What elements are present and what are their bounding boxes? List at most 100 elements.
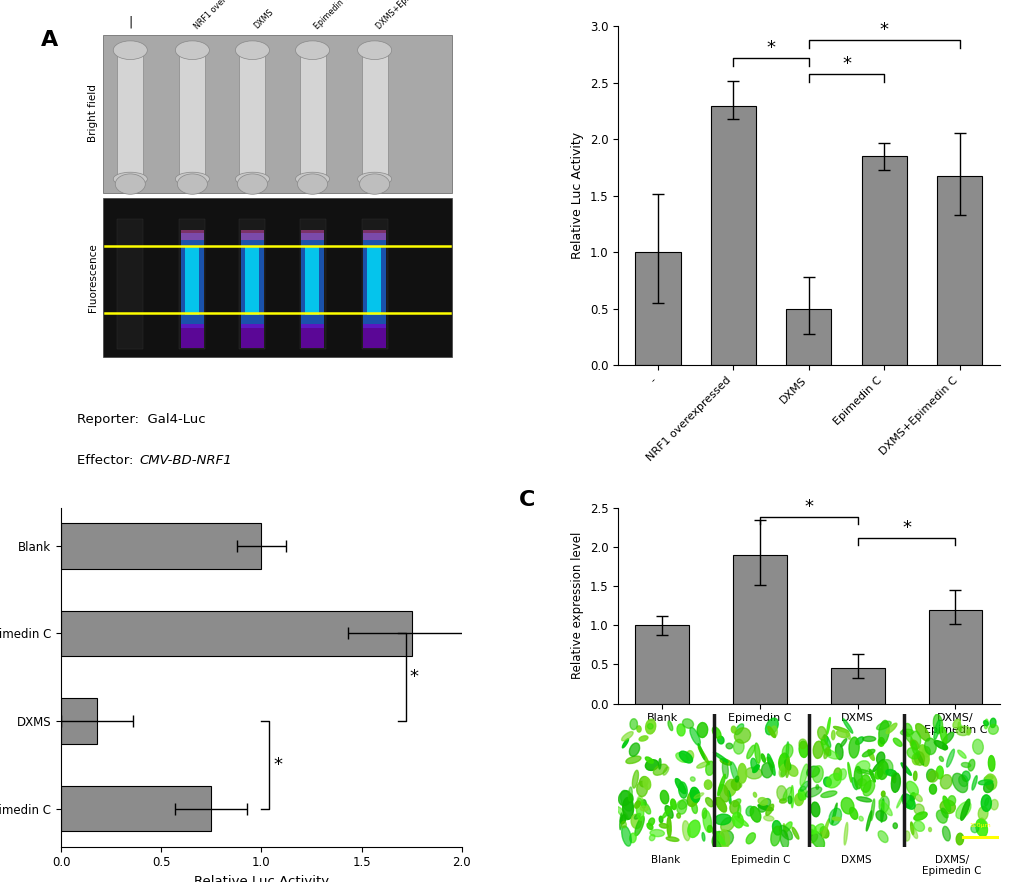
Ellipse shape	[697, 744, 704, 759]
Ellipse shape	[961, 763, 970, 767]
Bar	[239, 50, 265, 181]
Ellipse shape	[780, 830, 788, 848]
Ellipse shape	[938, 757, 943, 761]
Ellipse shape	[682, 820, 690, 841]
Ellipse shape	[659, 790, 668, 804]
Ellipse shape	[705, 761, 713, 775]
Ellipse shape	[730, 801, 739, 814]
Ellipse shape	[915, 723, 928, 741]
Ellipse shape	[867, 750, 873, 760]
Ellipse shape	[719, 759, 731, 765]
Ellipse shape	[636, 798, 643, 820]
Bar	[301, 230, 324, 240]
Ellipse shape	[636, 781, 647, 796]
Ellipse shape	[916, 752, 922, 765]
Bar	[179, 50, 205, 181]
Ellipse shape	[874, 769, 881, 779]
Ellipse shape	[957, 722, 960, 731]
Ellipse shape	[658, 759, 660, 769]
Ellipse shape	[639, 736, 647, 741]
Ellipse shape	[927, 771, 937, 782]
Ellipse shape	[813, 824, 823, 833]
Ellipse shape	[719, 830, 729, 848]
Ellipse shape	[906, 781, 917, 796]
Bar	[61, 699, 97, 744]
Ellipse shape	[909, 740, 918, 750]
Ellipse shape	[678, 782, 687, 798]
Ellipse shape	[854, 766, 861, 789]
Ellipse shape	[771, 820, 781, 835]
Ellipse shape	[649, 834, 654, 841]
Ellipse shape	[982, 781, 993, 793]
Ellipse shape	[687, 790, 698, 806]
Ellipse shape	[645, 759, 658, 771]
Ellipse shape	[298, 174, 327, 194]
Ellipse shape	[841, 797, 853, 814]
Bar	[184, 247, 199, 315]
Ellipse shape	[943, 796, 950, 811]
Ellipse shape	[640, 806, 648, 811]
Ellipse shape	[734, 728, 750, 744]
Ellipse shape	[639, 776, 647, 787]
Ellipse shape	[987, 724, 998, 735]
Ellipse shape	[634, 816, 644, 836]
Ellipse shape	[833, 727, 848, 732]
Ellipse shape	[921, 746, 929, 757]
Bar	[710, 106, 755, 365]
Bar	[301, 324, 324, 348]
Ellipse shape	[876, 761, 888, 780]
Ellipse shape	[878, 740, 881, 745]
Ellipse shape	[830, 730, 835, 740]
Ellipse shape	[983, 719, 987, 729]
Ellipse shape	[940, 774, 951, 789]
Ellipse shape	[658, 824, 667, 828]
Ellipse shape	[838, 769, 846, 780]
Text: Fluorescence: Fluorescence	[88, 243, 98, 311]
Bar	[362, 50, 387, 181]
Ellipse shape	[630, 719, 637, 729]
Ellipse shape	[972, 739, 982, 754]
Ellipse shape	[966, 729, 969, 735]
Ellipse shape	[711, 832, 723, 848]
Ellipse shape	[701, 808, 706, 818]
Ellipse shape	[720, 818, 734, 832]
Ellipse shape	[738, 764, 746, 783]
Ellipse shape	[832, 804, 837, 824]
Ellipse shape	[878, 800, 892, 816]
Ellipse shape	[782, 744, 792, 759]
Ellipse shape	[952, 719, 960, 729]
X-axis label: Relative Luc Activity: Relative Luc Activity	[194, 875, 329, 882]
Ellipse shape	[935, 766, 943, 779]
Ellipse shape	[862, 781, 874, 796]
Ellipse shape	[645, 719, 655, 734]
Ellipse shape	[806, 766, 818, 777]
Ellipse shape	[752, 765, 758, 773]
Ellipse shape	[645, 757, 652, 763]
Ellipse shape	[791, 827, 798, 839]
Ellipse shape	[113, 41, 147, 59]
Ellipse shape	[821, 818, 828, 838]
Text: Effector:: Effector:	[77, 454, 142, 467]
Ellipse shape	[875, 721, 891, 729]
Text: NRF1 overexpressed: NRF1 overexpressed	[193, 0, 257, 31]
Ellipse shape	[664, 805, 673, 818]
Bar	[103, 198, 451, 357]
Bar	[180, 233, 204, 328]
Ellipse shape	[823, 735, 829, 747]
Ellipse shape	[618, 790, 631, 805]
Ellipse shape	[989, 799, 998, 810]
Ellipse shape	[739, 783, 741, 788]
Ellipse shape	[749, 807, 760, 822]
Ellipse shape	[753, 792, 756, 797]
Ellipse shape	[632, 770, 638, 789]
Ellipse shape	[843, 822, 847, 845]
Ellipse shape	[737, 804, 740, 818]
Ellipse shape	[642, 777, 650, 789]
Ellipse shape	[836, 729, 849, 737]
Ellipse shape	[636, 726, 641, 732]
Ellipse shape	[891, 773, 895, 783]
Ellipse shape	[621, 821, 626, 828]
Ellipse shape	[817, 727, 825, 740]
Ellipse shape	[909, 793, 914, 801]
Ellipse shape	[862, 736, 874, 742]
